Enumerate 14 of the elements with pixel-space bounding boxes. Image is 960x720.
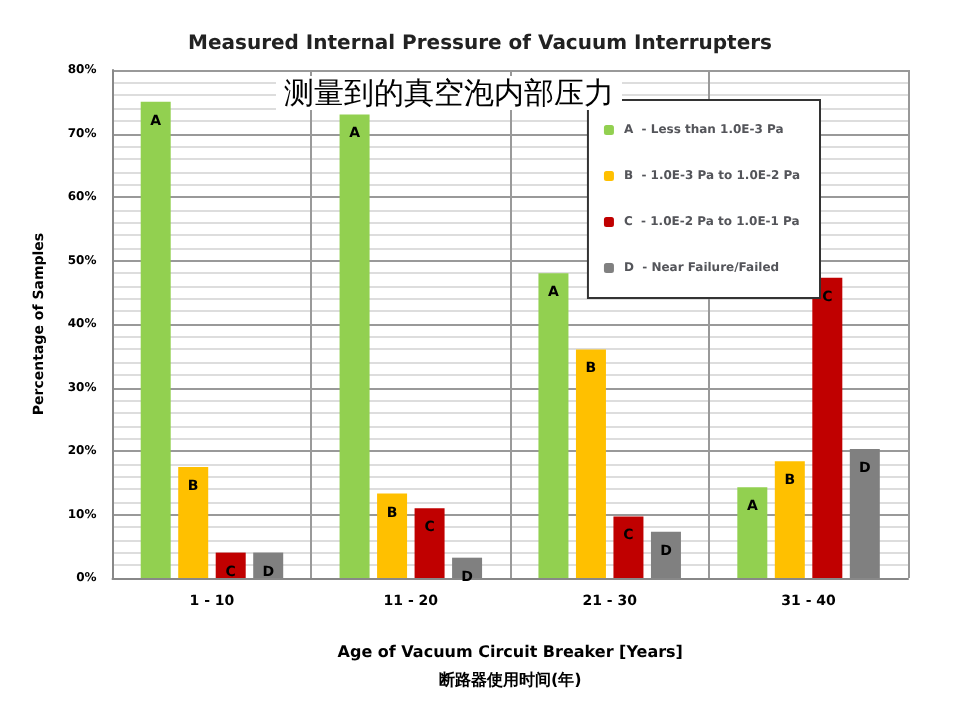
bar <box>377 493 408 578</box>
bar <box>575 349 606 578</box>
bar <box>178 466 209 578</box>
chart-subtitle: 测量到的真空泡内部压力 <box>284 75 614 111</box>
bar <box>737 487 768 578</box>
x-axis-title: Age of Vacuum Circuit Breaker [Years] 断路器使用时间(年) <box>337 643 683 689</box>
bar <box>812 277 843 578</box>
chart-title: Measured Internal Pressure of Vacuum Interrupters <box>188 33 773 55</box>
bar <box>140 101 171 578</box>
bar <box>774 461 805 578</box>
bar <box>339 114 370 578</box>
bar <box>538 273 569 578</box>
bar <box>613 516 644 578</box>
bar <box>414 508 445 578</box>
